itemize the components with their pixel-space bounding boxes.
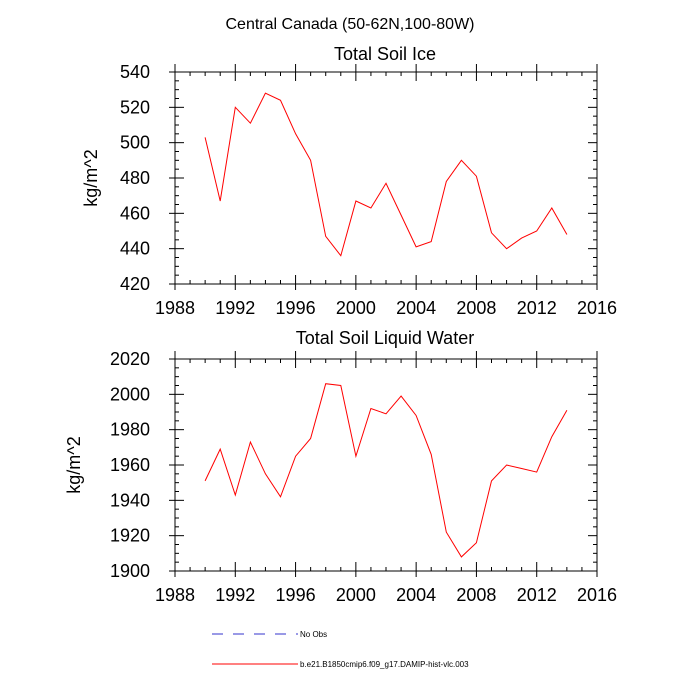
- legend-no-obs-label: No Obs: [300, 630, 327, 639]
- y-tick-label: 1900: [110, 561, 150, 581]
- y-tick-label: 2000: [110, 384, 150, 404]
- y-tick-label: 420: [120, 274, 150, 294]
- soil-ice-series-line: [204, 92, 568, 257]
- x-tick-label: 1996: [276, 585, 316, 605]
- y-tick-label: 460: [120, 203, 150, 223]
- panel-soil-water-title: Total Soil Liquid Water: [296, 328, 474, 348]
- panel-soil-water-frame: [174, 358, 598, 572]
- panel-soil-water: Total Soil Liquid Water kg/m^2 1988 1992 1…: [64, 328, 617, 605]
- x-tick-label: 2008: [456, 298, 496, 318]
- x-tick-label: 1996: [276, 298, 316, 318]
- panel-soil-ice-frame: [174, 71, 598, 285]
- y-tick-label: 520: [120, 97, 150, 117]
- x-tick-label: 2012: [517, 585, 557, 605]
- x-tick-label: 1992: [215, 298, 255, 318]
- legend-model-label: b.e21.B1850cmip6.f09_g17.DAMIP-hist-vlc.…: [300, 660, 469, 669]
- panel-soil-ice-ylabel: kg/m^2: [81, 149, 101, 206]
- x-tick-label: 2016: [577, 585, 617, 605]
- y-tick-label: 480: [120, 168, 150, 188]
- panel-soil-ice-axes: 1988 1992 1996 2000 2004 2008 2012 2016 420 440 46…: [120, 62, 617, 318]
- y-tick-label: 540: [120, 62, 150, 82]
- y-tick-label: 500: [120, 133, 150, 153]
- x-tick-label: 2004: [396, 298, 436, 318]
- x-tick-label: 1992: [215, 585, 255, 605]
- panel-soil-water-axes: 1988 1992 1996 2000 2004 2008 2012 2016 1900 1920…: [110, 349, 617, 605]
- panel-soil-ice-title: Total Soil Ice: [334, 44, 436, 64]
- legend: No Obs b.e21.B1850cmip6.f09_g17.DAMIP-hi…: [212, 630, 469, 669]
- soil-water-series-line: [204, 383, 568, 558]
- y-tick-label: 440: [120, 239, 150, 259]
- x-tick-label: 2012: [517, 298, 557, 318]
- x-tick-label: 2016: [577, 298, 617, 318]
- panel-soil-ice: Total Soil Ice kg/m^2 1988 1992 1996 2000 20…: [81, 44, 617, 318]
- y-tick-label: 1940: [110, 490, 150, 510]
- x-tick-label: 2000: [336, 298, 376, 318]
- panel-soil-water-ylabel: kg/m^2: [64, 436, 84, 493]
- x-tick-label: 1988: [155, 298, 195, 318]
- y-tick-label: 1920: [110, 526, 150, 546]
- y-tick-label: 1960: [110, 455, 150, 475]
- figure-suptitle: Central Canada (50-62N,100-80W): [225, 16, 474, 33]
- x-tick-label: 2000: [336, 585, 376, 605]
- x-tick-label: 2004: [396, 585, 436, 605]
- y-tick-label: 1980: [110, 420, 150, 440]
- y-tick-label: 2020: [110, 349, 150, 369]
- x-tick-label: 1988: [155, 585, 195, 605]
- x-tick-label: 2008: [456, 585, 496, 605]
